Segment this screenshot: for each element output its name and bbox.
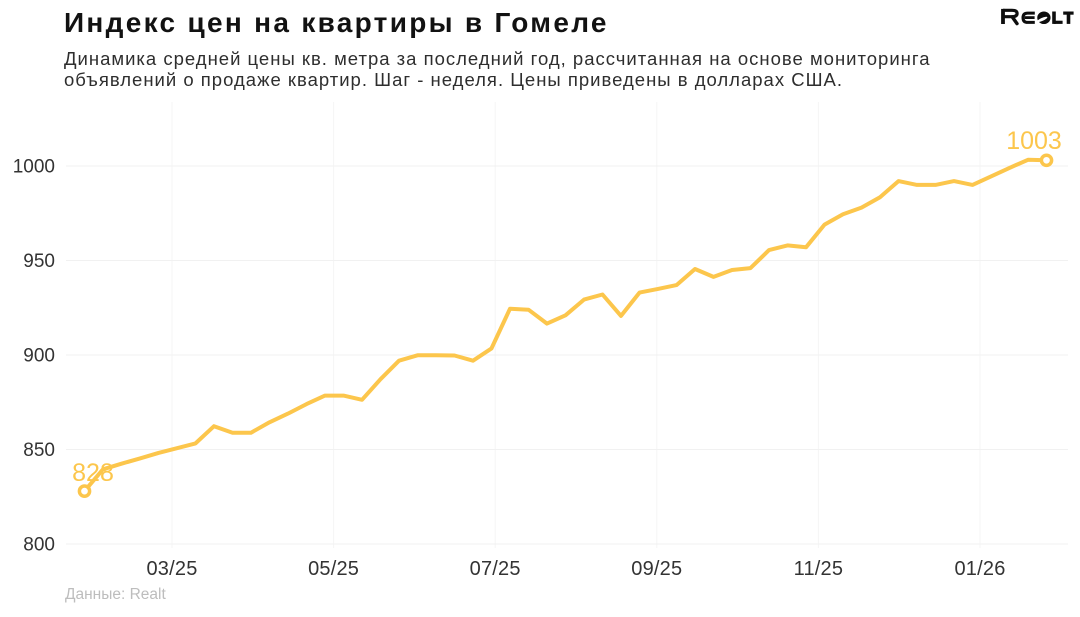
svg-text:900: 900: [23, 346, 55, 367]
svg-text:828: 828: [72, 459, 114, 487]
svg-text:07/25: 07/25: [470, 558, 521, 580]
svg-text:850: 850: [23, 440, 55, 461]
svg-text:03/25: 03/25: [146, 558, 197, 580]
svg-text:09/25: 09/25: [631, 558, 682, 580]
svg-text:1003: 1003: [1006, 127, 1062, 155]
svg-text:01/26: 01/26: [954, 558, 1005, 580]
svg-text:1000: 1000: [13, 157, 55, 178]
svg-text:800: 800: [23, 535, 55, 556]
svg-text:05/25: 05/25: [308, 558, 359, 580]
svg-text:950: 950: [23, 251, 55, 272]
svg-text:11/25: 11/25: [794, 558, 844, 580]
